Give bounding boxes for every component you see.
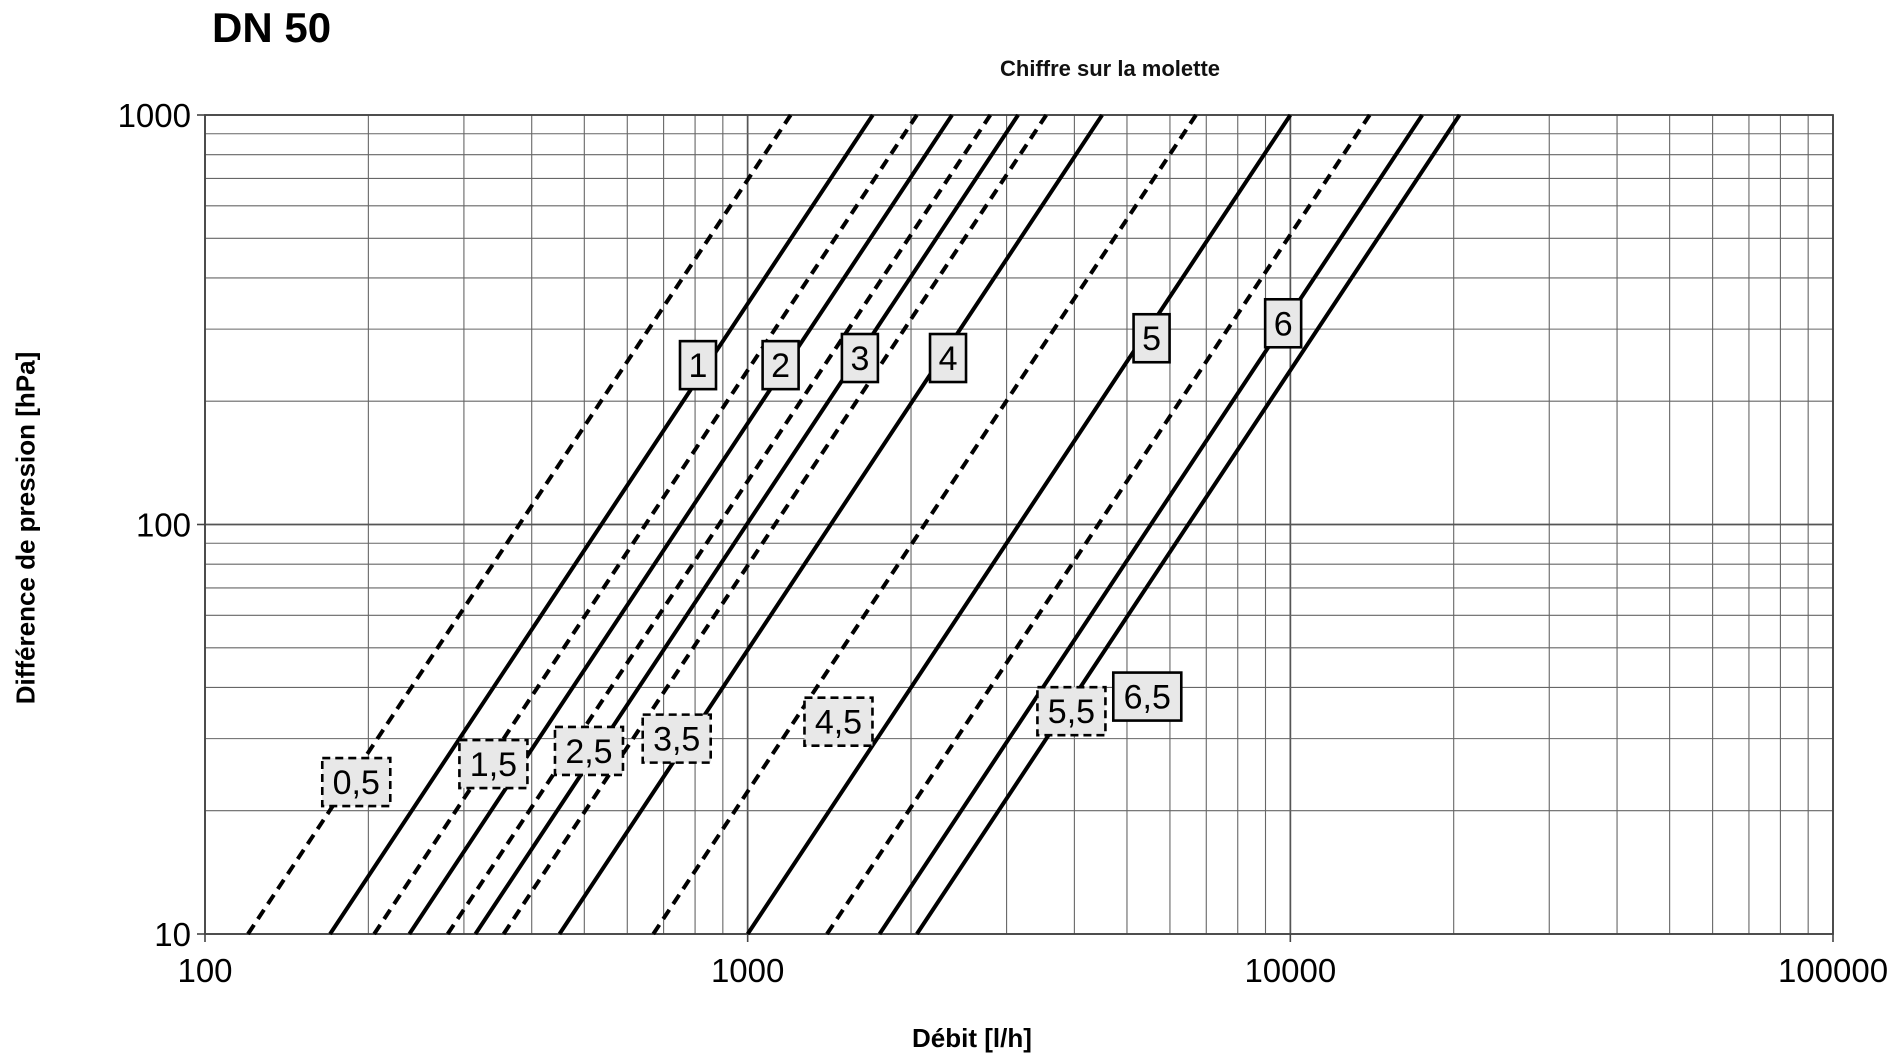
series-label-text: 1 xyxy=(689,347,708,385)
series-line-4 xyxy=(557,113,1104,936)
series-label-text: 4,5 xyxy=(815,704,862,742)
series-label-6-5: 6,5 xyxy=(1111,671,1183,722)
y-tick-label: 100 xyxy=(136,507,191,544)
series-label-1: 1 xyxy=(678,339,718,391)
series-label-6: 6 xyxy=(1263,297,1303,349)
series-line-4-5 xyxy=(651,113,1198,936)
series-label-text: 4 xyxy=(939,340,958,378)
series-label-5-5: 5,5 xyxy=(1036,685,1107,737)
y-tick-label: 1000 xyxy=(118,97,191,134)
x-tick-label: 10000 xyxy=(1244,952,1336,989)
series-line-5 xyxy=(745,113,1293,936)
y-axis-label: Différence de pression [hPa] xyxy=(10,351,41,705)
series-label-2-5: 2,5 xyxy=(553,725,625,777)
series-label-text: 2,5 xyxy=(565,733,612,771)
series-label-4: 4 xyxy=(928,332,968,384)
y-tick-label: 10 xyxy=(154,916,191,953)
series-label-1-5: 1,5 xyxy=(458,738,529,790)
chart-title: DN 50 xyxy=(212,4,332,51)
series-line-6 xyxy=(877,113,1424,936)
x-tick-label: 1000 xyxy=(711,952,784,989)
series-label-text: 5 xyxy=(1142,320,1161,358)
chart-series-group xyxy=(246,113,1462,936)
series-line-6-5 xyxy=(915,113,1462,936)
series-line-2-5 xyxy=(445,113,992,936)
series-label-3: 3 xyxy=(840,332,880,384)
x-axis-label: Débit [l/h] xyxy=(912,1023,1032,1053)
series-label-3-5: 3,5 xyxy=(641,713,713,764)
series-label-text: 0,5 xyxy=(333,764,380,802)
series-label-text: 3 xyxy=(850,340,869,378)
series-line-1 xyxy=(328,113,875,936)
series-label-text: 5,5 xyxy=(1048,693,1095,731)
x-tick-label: 100000 xyxy=(1778,952,1888,989)
series-line-5-5 xyxy=(825,113,1372,936)
series-label-text: 3,5 xyxy=(653,721,700,759)
series-label-0-5: 0,5 xyxy=(320,756,392,808)
series-label-text: 1,5 xyxy=(470,746,517,784)
series-line-3-5 xyxy=(501,113,1048,936)
series-label-4-5: 4,5 xyxy=(803,696,874,747)
series-label-text: 2 xyxy=(771,347,790,385)
series-label-text: 6,5 xyxy=(1124,679,1171,717)
series-line-3 xyxy=(473,113,1020,936)
chart-series-labels: 0,5 1 1,5 2 2,5 3 3,5 4 4,5 5 5,5 6 6,5 xyxy=(320,297,1303,808)
chart-subtitle: Chiffre sur la molette xyxy=(1000,56,1221,81)
series-line-2 xyxy=(407,113,954,936)
series-label-2: 2 xyxy=(761,339,800,391)
series-label-text: 6 xyxy=(1274,305,1293,343)
series-line-1-5 xyxy=(372,113,919,936)
x-tick-label: 100 xyxy=(177,952,232,989)
series-label-5: 5 xyxy=(1132,312,1171,364)
